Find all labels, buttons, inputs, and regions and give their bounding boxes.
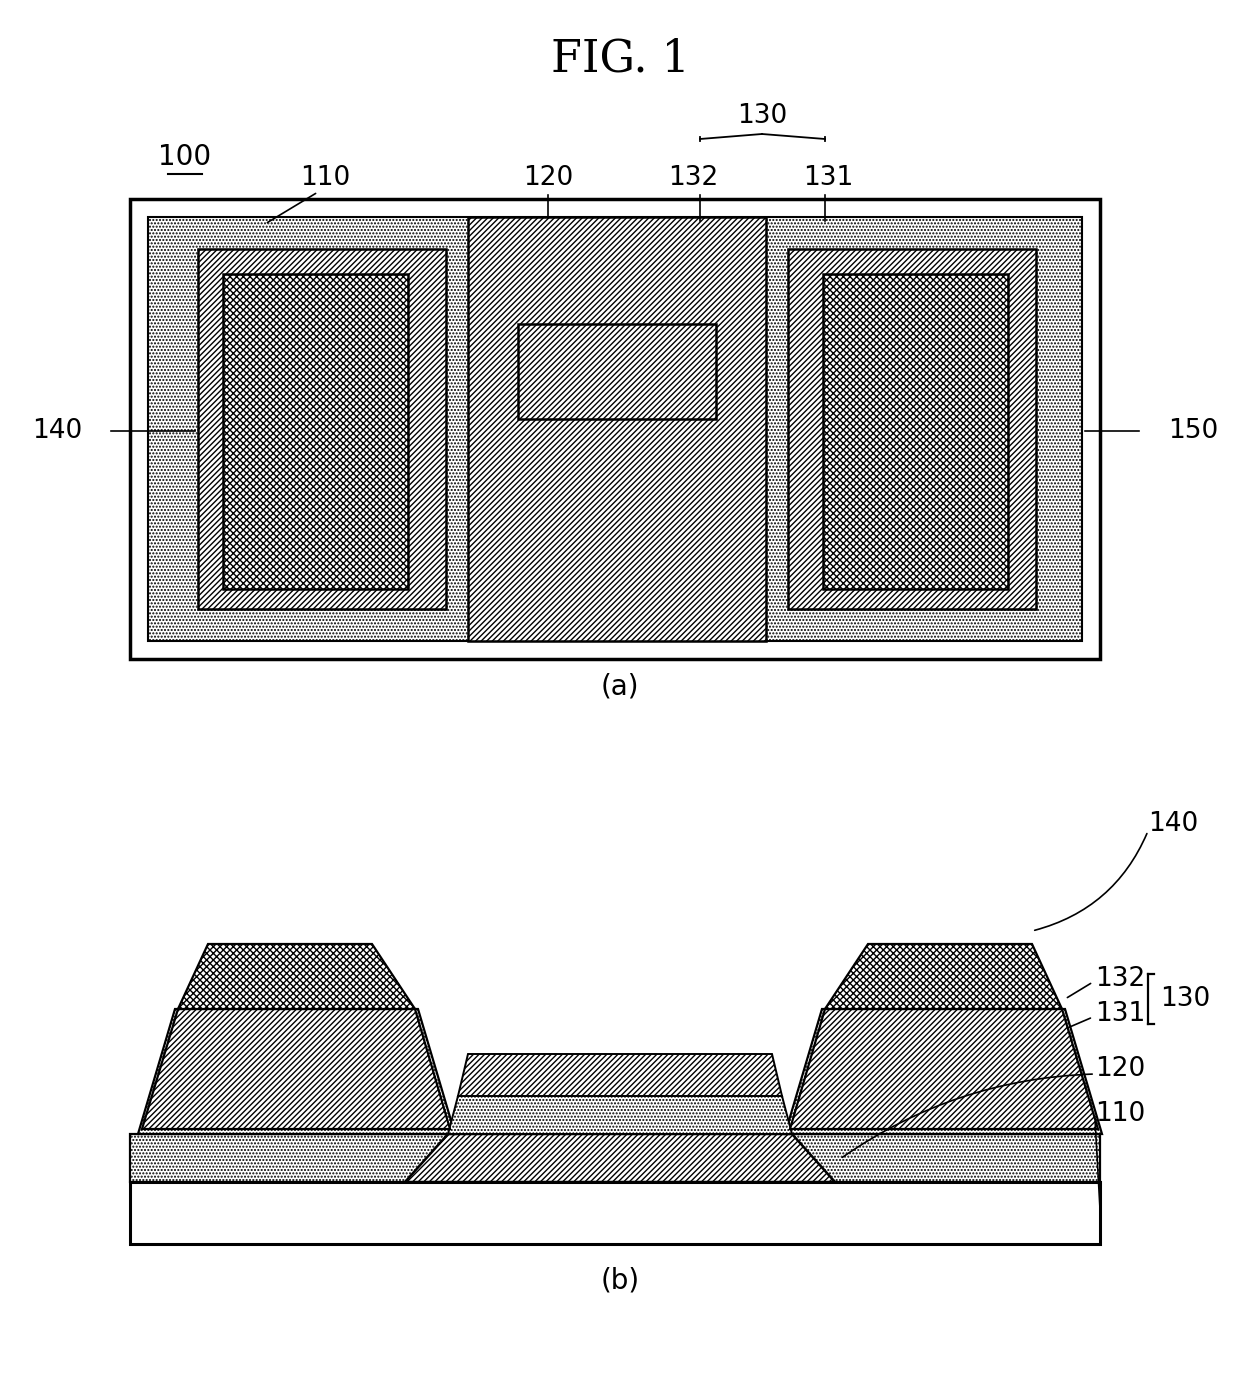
Text: 131: 131 <box>1095 1002 1146 1027</box>
Text: 120: 120 <box>1095 1056 1146 1081</box>
Polygon shape <box>143 1009 450 1129</box>
Polygon shape <box>405 1135 835 1182</box>
Text: 140: 140 <box>1148 811 1198 837</box>
Bar <box>467 217 766 641</box>
Bar <box>130 1182 1100 1244</box>
Bar <box>787 249 1035 609</box>
Text: 110: 110 <box>300 165 350 192</box>
Polygon shape <box>458 1053 782 1095</box>
Bar <box>148 217 1083 641</box>
Polygon shape <box>825 944 1061 1009</box>
Text: 150: 150 <box>1168 418 1218 443</box>
Bar <box>130 199 1100 659</box>
Bar <box>518 325 715 418</box>
Polygon shape <box>790 1009 1097 1129</box>
Text: (b): (b) <box>600 1267 640 1295</box>
Text: 132: 132 <box>1095 965 1146 992</box>
Text: 132: 132 <box>668 165 718 192</box>
Text: 130: 130 <box>737 104 787 129</box>
Bar <box>130 1135 1100 1182</box>
Text: 131: 131 <box>802 165 853 192</box>
Polygon shape <box>138 1009 455 1135</box>
Bar <box>823 274 1008 589</box>
Text: 110: 110 <box>1095 1101 1146 1128</box>
Polygon shape <box>785 1009 1102 1135</box>
Text: FIG. 1: FIG. 1 <box>551 38 689 81</box>
Polygon shape <box>448 1095 792 1135</box>
Text: 100: 100 <box>159 143 212 171</box>
Text: 120: 120 <box>523 165 573 192</box>
Bar <box>198 249 446 609</box>
Polygon shape <box>179 944 415 1009</box>
Text: (a): (a) <box>600 673 640 701</box>
Bar <box>223 274 408 589</box>
Text: 130: 130 <box>1159 986 1210 1011</box>
Text: 140: 140 <box>32 418 82 443</box>
